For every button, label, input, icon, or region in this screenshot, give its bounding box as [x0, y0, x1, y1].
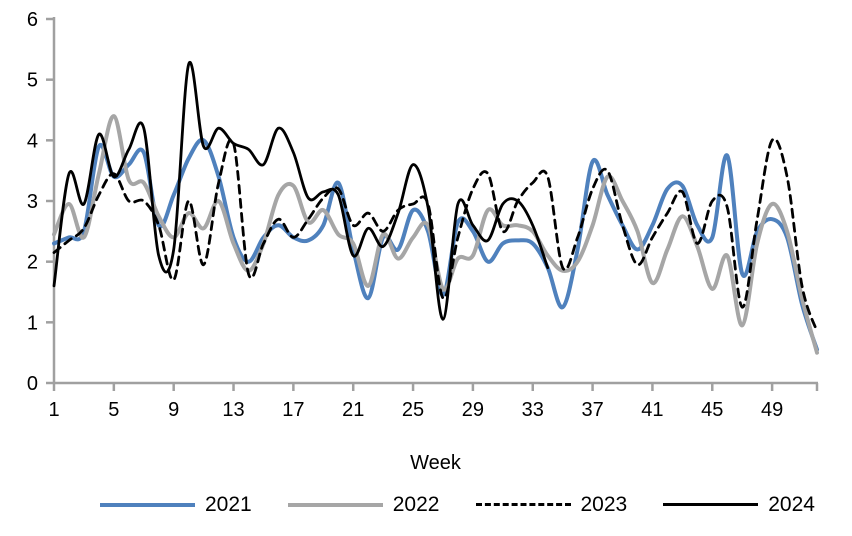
y-tick-label: 6 [27, 9, 38, 31]
x-tick-label: 21 [342, 399, 364, 421]
x-tick-label: 13 [222, 399, 244, 421]
legend-label-2024: 2024 [768, 493, 815, 516]
y-tick-label: 4 [27, 130, 38, 152]
legend-line-2022-icon [287, 502, 383, 507]
x-tick-label: 25 [402, 399, 424, 421]
x-tick-label: 9 [168, 399, 179, 421]
series-line-2024 [52, 60, 550, 321]
series-line-2021 [52, 137, 819, 352]
x-tick-label: 29 [462, 399, 484, 421]
legend-item-2023: 2023 [475, 493, 628, 516]
legend-item-2022: 2022 [287, 493, 440, 516]
legend-label-2022: 2022 [392, 493, 440, 516]
x-tick-label: 17 [282, 399, 304, 421]
y-tick-label: 1 [27, 312, 38, 334]
x-tick-label: 37 [581, 399, 603, 421]
y-tick-label: 2 [27, 252, 38, 274]
y-tick-label: 5 [27, 70, 38, 92]
series-line-2023 [52, 137, 819, 333]
legend-label-2023: 2023 [580, 493, 628, 516]
x-tick-label: 5 [108, 399, 119, 421]
legend-line-2021-icon [100, 502, 195, 507]
x-tick-label: 41 [641, 399, 663, 421]
legend-label-2021: 2021 [205, 493, 252, 516]
y-tick-label: 0 [27, 373, 38, 395]
chart-legend: 2021 2022 2023 2024 [100, 494, 815, 515]
x-tick-label: 45 [701, 399, 723, 421]
legend-item-2024: 2024 [663, 494, 815, 515]
legend-item-2021: 2021 [100, 494, 252, 515]
x-tick-label: 1 [48, 399, 59, 421]
legend-line-2024-icon [663, 503, 759, 506]
x-tick-label: 33 [522, 399, 544, 421]
y-tick-label: 3 [27, 191, 38, 213]
x-axis-title: Week [410, 452, 461, 474]
x-tick-label: 49 [761, 399, 783, 421]
legend-line-2023-icon [475, 503, 571, 506]
